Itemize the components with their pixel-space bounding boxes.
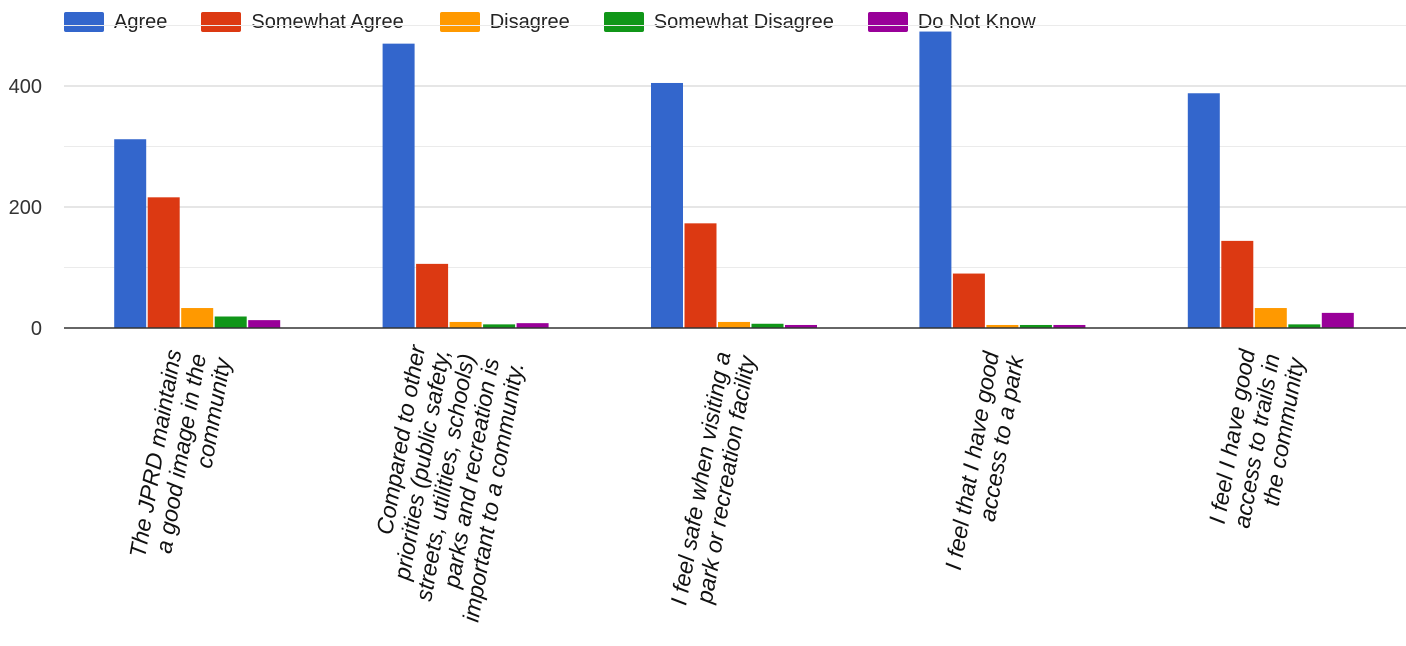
- legend-swatch: [64, 12, 104, 32]
- legend-label: Somewhat Agree: [251, 10, 404, 33]
- bar-do-not-know-cat-4: [1053, 324, 1086, 328]
- legend-item-do-not-know: Do Not Know: [867, 10, 1036, 34]
- legend-item-somewhat-agree: Somewhat Agree: [201, 10, 404, 34]
- legend-item-agree: Agree: [64, 11, 167, 34]
- bars: [114, 31, 1354, 329]
- bar-do-not-know-cat-3: [785, 324, 817, 328]
- gridlines: [64, 25, 1406, 268]
- bar-somewhat-disagree-cat-1: [214, 316, 247, 328]
- legend-item-somewhat-disagree: Somewhat Disagree: [603, 10, 834, 34]
- legend-label: Somewhat Disagree: [653, 10, 834, 33]
- bar-somewhat-agree-cat-4: [952, 273, 985, 328]
- legend-swatch: [603, 12, 644, 32]
- bar-agree-cat-4: [919, 31, 952, 329]
- bar-somewhat-agree-cat-3: [684, 223, 717, 328]
- bar-agree-cat-3: [651, 82, 683, 328]
- bar-do-not-know-cat-1: [248, 320, 281, 328]
- y-tick-label: 200: [9, 197, 42, 219]
- bar-somewhat-disagree-cat-2: [483, 324, 516, 328]
- bar-somewhat-disagree-cat-4: [1019, 324, 1052, 328]
- legend-label: Do Not Know: [917, 10, 1036, 33]
- x-category-label: I feel safe when visiting apark or recre…: [665, 348, 760, 611]
- legend-label: Agree: [114, 10, 168, 33]
- bar-disagree-cat-2: [449, 321, 482, 328]
- bar-somewhat-agree-cat-2: [416, 263, 449, 328]
- legend: Agree Somewhat Agree Disagree Somewhat Disa…: [64, 9, 1036, 35]
- bar-disagree-cat-3: [718, 321, 750, 328]
- legend-swatch: [201, 12, 242, 32]
- bar-agree-cat-5: [1187, 93, 1220, 328]
- x-category-label: The JPRD maintainsa good image in thecom…: [124, 346, 236, 568]
- bar-somewhat-agree-cat-1: [147, 197, 180, 328]
- bar-disagree-cat-5: [1254, 308, 1287, 328]
- x-category-label: I feel I have goodaccess to trails inthe…: [1204, 346, 1310, 534]
- y-tick-label: 400: [9, 76, 42, 98]
- x-category-label: Compared to otherpriorities (public safe…: [359, 342, 529, 624]
- bar-agree-cat-2: [382, 43, 415, 329]
- legend-item-disagree: Disagree: [439, 10, 570, 34]
- legend-swatch: [439, 12, 480, 32]
- x-category-label: I feel that I have goodaccess to a park: [940, 348, 1029, 576]
- legend-swatch: [867, 12, 908, 32]
- bar-somewhat-agree-cat-5: [1221, 240, 1254, 328]
- bar-disagree-cat-4: [986, 324, 1019, 328]
- bar-somewhat-disagree-cat-5: [1288, 324, 1321, 328]
- bar-agree-cat-1: [114, 139, 147, 328]
- legend-label: Disagree: [489, 10, 570, 33]
- bar-disagree-cat-1: [181, 308, 214, 328]
- bar-do-not-know-cat-5: [1321, 312, 1354, 328]
- y-tick-label: 0: [31, 318, 42, 340]
- bar-do-not-know-cat-2: [516, 323, 549, 328]
- bar-somewhat-disagree-cat-3: [751, 323, 784, 328]
